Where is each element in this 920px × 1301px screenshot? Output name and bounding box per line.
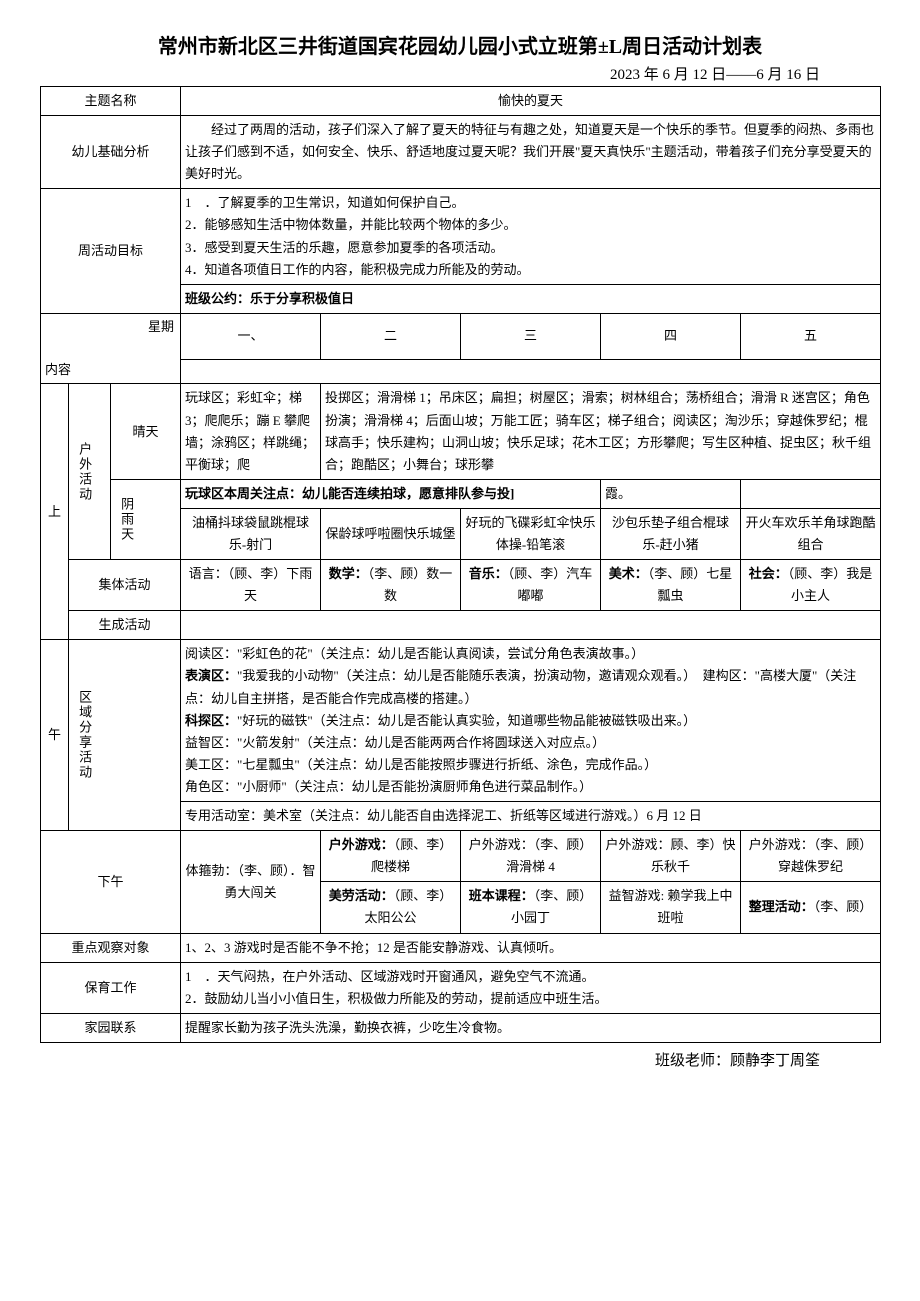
group-c4-pre: 美术： [609,566,648,581]
plan-table: 主题名称 愉快的夏天 幼儿基础分析 经过了两周的活动，孩子们深入了解了夏天的特征… [40,86,881,1043]
gen-label: 生成活动 [69,611,181,640]
group-c3-pre: 音乐： [469,566,508,581]
focus-xia: 霞。 [601,479,741,508]
basis-value: 经过了两周的活动，孩子们深入了解了夏天的特征与有趣之处，知道夏天是一个快乐的季节… [181,116,881,189]
sunny-col2: 投掷区；滑滑梯 1；吊床区；扁担；树屋区；滑索；树林组合；荡桥组合；滑滑 R 迷… [321,384,881,479]
group-c5: 社会：（顾、李）我是小主人 [741,560,881,611]
day-2: 二 [321,313,461,359]
spacer [181,359,881,384]
area-l2: 表演区："我爱我的小动物"（关注点：幼儿是否能随乐表演，扮演动物，邀请观众观看。… [185,665,876,709]
area-l3-rest: "好玩的磁铁"（关注点：幼儿是否能认真实验，知道哪些物品能被磁铁吸出来。） [237,713,696,728]
goal-1: 1 ．了解夏季的卫生常识，知道如何保护自己。 [185,192,876,214]
focus-line: 玩球区本周关注点：幼儿能否连续拍球，愿意排队参与投] [181,479,601,508]
group-c2: 数学：（李、顾）数一数 [321,560,461,611]
sunny-label: 晴天 [111,384,181,479]
day-5: 五 [741,313,881,359]
area-l1: 阅读区："彩虹色的花"（关注点：幼儿是否能认真阅读，尝试分角色表演故事。） [185,643,876,665]
home-value: 提醒家长勤为孩子洗头洗澡，勤换衣裤，少吃生冷食物。 [181,1013,881,1042]
aft-c5b-pre: 整理活动： [749,899,814,914]
theme-label: 主题名称 [41,87,181,116]
rainy-c1: 油桶抖球袋鼠跳棍球乐-射门 [181,508,321,559]
area-label-text: 区域分享活动 [73,690,95,780]
outdoor-label-text: 户外活动 [73,442,95,502]
aft-c3b-pre: 班本课程： [469,888,534,903]
day-1: 一、 [181,313,321,359]
aft-c3a: 户外游戏：（李、顾）滑滑梯 4 [461,831,601,882]
group-c1: 语言：（顾、李）下雨天 [181,560,321,611]
aft-c1: 体箍勃：（李、顾）．智勇大闯关 [181,831,321,933]
aft-c2b: 美劳活动：（顾、李）太阳公公 [321,882,461,933]
area-l2-pre: 表演区： [185,668,237,683]
aft-c5b-rest: （李、顾） [814,899,873,914]
day-3: 三 [461,313,601,359]
special-room: 专用活动室：美术室（关注点：幼儿能否自由选择泥工、折纸等区域进行游戏。）6 月 … [181,802,881,831]
day-4: 四 [601,313,741,359]
aft-c4b: 益智游戏: 赖学我上中班啦 [601,882,741,933]
weekday-label: 星期 [148,316,174,338]
rainy-c3: 好玩的飞碟彩虹伞快乐体操-铅笔滚 [461,508,601,559]
area-l3-pre: 科探区： [185,713,237,728]
rainy-c5: 开火车欢乐羊角球跑酷组合 [741,508,881,559]
area-l4: 益智区："火箭发射"（关注点：幼儿是否能两两合作将圆球送入对应点。） [185,732,876,754]
group-c3: 音乐：（顾、李）汽车嘟嘟 [461,560,601,611]
area-l6: 角色区："小厨师"（关注点：幼儿是否能扮演厨师角色进行菜品制作。） [185,776,876,798]
aft-c5a: 户外游戏：（李、顾）穿越侏罗纪 [741,831,881,882]
area-l5: 美工区："七星瓢虫"（关注点：幼儿是否能按照步骤进行折纸、涂色，完成作品。） [185,754,876,776]
goal-4: 4．知道各项值日工作的内容，能积极完成力所能及的劳动。 [185,259,876,281]
sunny-col1: 玩球区；彩虹伞；梯 3；爬爬乐；蹦 E 攀爬墙；涂鸦区；样跳绳；平衡球；爬 [181,384,321,479]
aft-c5b: 整理活动：（李、顾） [741,882,881,933]
outdoor-label: 户外活动 [69,384,111,560]
area-body: 阅读区："彩虹色的花"（关注点：幼儿是否能认真阅读，尝试分角色表演故事。） 表演… [181,640,881,802]
theme-value: 愉快的夏天 [181,87,881,116]
content-label: 内容 [45,362,71,377]
group-c3-rest: （顾、李）汽车嘟嘟 [508,566,593,603]
page-title: 常州市新北区三井街道国宾花园幼儿园小式立班第±L周日活动计划表 [40,30,880,59]
goal-3: 3．感受到夏天生活的乐趣，愿意参加夏季的各项活动。 [185,237,876,259]
obs-value: 1、2、3 游戏时是否能不争不抢；12 是否能安静游戏、认真倾听。 [181,933,881,962]
aft-c2b-pre: 美劳活动： [329,888,394,903]
convention: 班级公约：乐于分享积极值日 [181,284,881,313]
aft-c2a-pre: 户外游戏： [329,837,394,852]
aft-c4a: 户外游戏：顾、李）快乐秋千 [601,831,741,882]
area-label: 区域分享活动 [69,640,181,831]
area-l3: 科探区："好玩的磁铁"（关注点：幼儿是否能认真实验，知道哪些物品能被磁铁吸出来。… [185,710,876,732]
focus-empty [741,479,881,508]
afternoon-label: 下午 [41,831,181,933]
rainy-label-text: 阴雨天 [115,497,137,542]
date-range: 2023 年 6 月 12 日——6 月 16 日 [40,63,880,84]
pm-label: 午 [41,640,69,831]
am-label: 上 [41,384,69,640]
home-label: 家园联系 [41,1013,181,1042]
group-c2-rest: （李、顾）数一数 [368,566,453,603]
gen-empty [181,611,881,640]
footer-teachers: 班级老师：顾静李丁周筌 [40,1049,880,1070]
obs-label: 重点观察对象 [41,933,181,962]
group-c4-rest: （李、顾）七星瓢虫 [648,566,733,603]
group-label: 集体活动 [69,560,181,611]
basis-text: 经过了两周的活动，孩子们深入了解了夏天的特征与有趣之处，知道夏天是一个快乐的季节… [185,119,876,185]
rainy-c4: 沙包乐垫子组合棍球乐-赶小猪 [601,508,741,559]
rainy-c2: 保龄球呼啦圈快乐城堡 [321,508,461,559]
care-l1: 1 ．天气闷热，在户外活动、区域游戏时开窗通风，避免空气不流通。 [185,966,876,988]
goal-2: 2．能够感知生活中物体数量，并能比较两个物体的多少。 [185,214,876,236]
care-label: 保育工作 [41,962,181,1013]
care-l2: 2．鼓励幼儿当小小值日生，积极做力所能及的劳动，提前适应中班生活。 [185,988,876,1010]
group-c2-pre: 数学： [329,566,368,581]
area-l2-rest: "我爱我的小动物"（关注点：幼儿是否能随乐表演，扮演动物，邀请观众观看。） 建构… [185,668,856,705]
group-c4: 美术：（李、顾）七星瓢虫 [601,560,741,611]
goals-label: 周活动目标 [41,189,181,313]
care-body: 1 ．天气闷热，在户外活动、区域游戏时开窗通风，避免空气不流通。 2．鼓励幼儿当… [181,962,881,1013]
goals-body: 1 ．了解夏季的卫生常识，知道如何保护自己。 2．能够感知生活中物体数量，并能比… [181,189,881,284]
group-c5-rest: （顾、李）我是小主人 [788,566,873,603]
rainy-label: 阴雨天 [111,479,181,559]
weekday-content-cell: 星期 [41,313,181,359]
basis-label: 幼儿基础分析 [41,116,181,189]
aft-c2a: 户外游戏：（顾、李）爬楼梯 [321,831,461,882]
group-c5-pre: 社会： [749,566,788,581]
aft-c3b: 班本课程：（李、顾）小园丁 [461,882,601,933]
content-label-cell: 内容 [41,359,181,384]
